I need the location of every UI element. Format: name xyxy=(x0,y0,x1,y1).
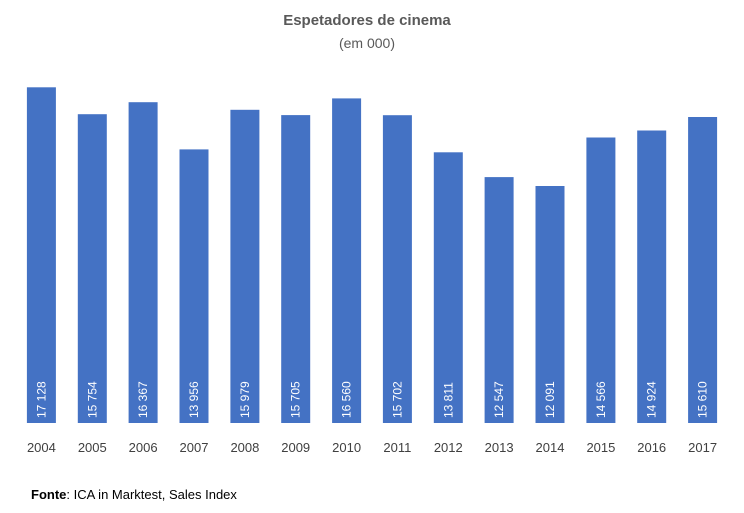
data-label-2012: 13 811 xyxy=(441,382,455,418)
data-label-2006: 16 367 xyxy=(136,381,150,418)
x-tick-2004: 2004 xyxy=(27,440,56,455)
bar-2016 xyxy=(637,130,667,423)
bar-2006 xyxy=(128,102,158,423)
data-label-2017: 15 610 xyxy=(696,381,710,418)
bar-2005 xyxy=(77,114,107,423)
x-tick-2012: 2012 xyxy=(434,440,463,455)
bar-2013 xyxy=(484,177,514,423)
bar-chart: Espetadores de cinema (em 000) 17 128 15 … xyxy=(26,12,718,455)
data-label-2016: 14 924 xyxy=(645,381,659,418)
x-tick-2016: 2016 xyxy=(637,440,666,455)
x-tick-2017: 2017 xyxy=(688,440,717,455)
source-note: Fonte: ICA in Marktest, Sales Index xyxy=(31,487,237,502)
chart-title: Espetadores de cinema xyxy=(283,12,451,29)
bar-2015 xyxy=(586,137,616,423)
bar-2014 xyxy=(535,186,565,423)
bar-2010 xyxy=(332,98,362,424)
data-label-2004: 17 128 xyxy=(34,381,48,418)
x-tick-2009: 2009 xyxy=(281,440,310,455)
data-label-2011: 15 702 xyxy=(390,381,404,418)
bar-2012 xyxy=(433,152,463,424)
bar-2004 xyxy=(26,87,56,424)
source-label: Fonte xyxy=(31,487,67,502)
data-label-2013: 12 547 xyxy=(492,381,506,418)
x-tick-2013: 2013 xyxy=(485,440,514,455)
bar-2009 xyxy=(281,115,311,423)
data-label-2015: 14 566 xyxy=(594,381,608,418)
x-tick-2014: 2014 xyxy=(536,440,565,455)
x-tick-2015: 2015 xyxy=(586,440,615,455)
bar-2017 xyxy=(688,117,718,423)
bar-2008 xyxy=(230,109,260,424)
data-label-2007: 13 956 xyxy=(187,381,201,418)
x-tick-2010: 2010 xyxy=(332,440,361,455)
x-tick-2007: 2007 xyxy=(180,440,209,455)
data-label-2005: 15 754 xyxy=(85,381,99,418)
chart-subtitle: (em 000) xyxy=(339,35,395,51)
source-text: : ICA in Marktest, Sales Index xyxy=(66,487,237,502)
data-label-2009: 15 705 xyxy=(289,381,303,418)
x-tick-2011: 2011 xyxy=(383,440,411,455)
data-label-2010: 16 560 xyxy=(340,381,354,418)
data-label-2008: 15 979 xyxy=(238,381,252,418)
x-tick-2006: 2006 xyxy=(129,440,158,455)
bar-2011 xyxy=(382,115,412,423)
bar-2007 xyxy=(179,149,209,423)
data-label-2014: 12 091 xyxy=(543,381,557,418)
x-tick-2008: 2008 xyxy=(230,440,259,455)
x-tick-2005: 2005 xyxy=(78,440,107,455)
